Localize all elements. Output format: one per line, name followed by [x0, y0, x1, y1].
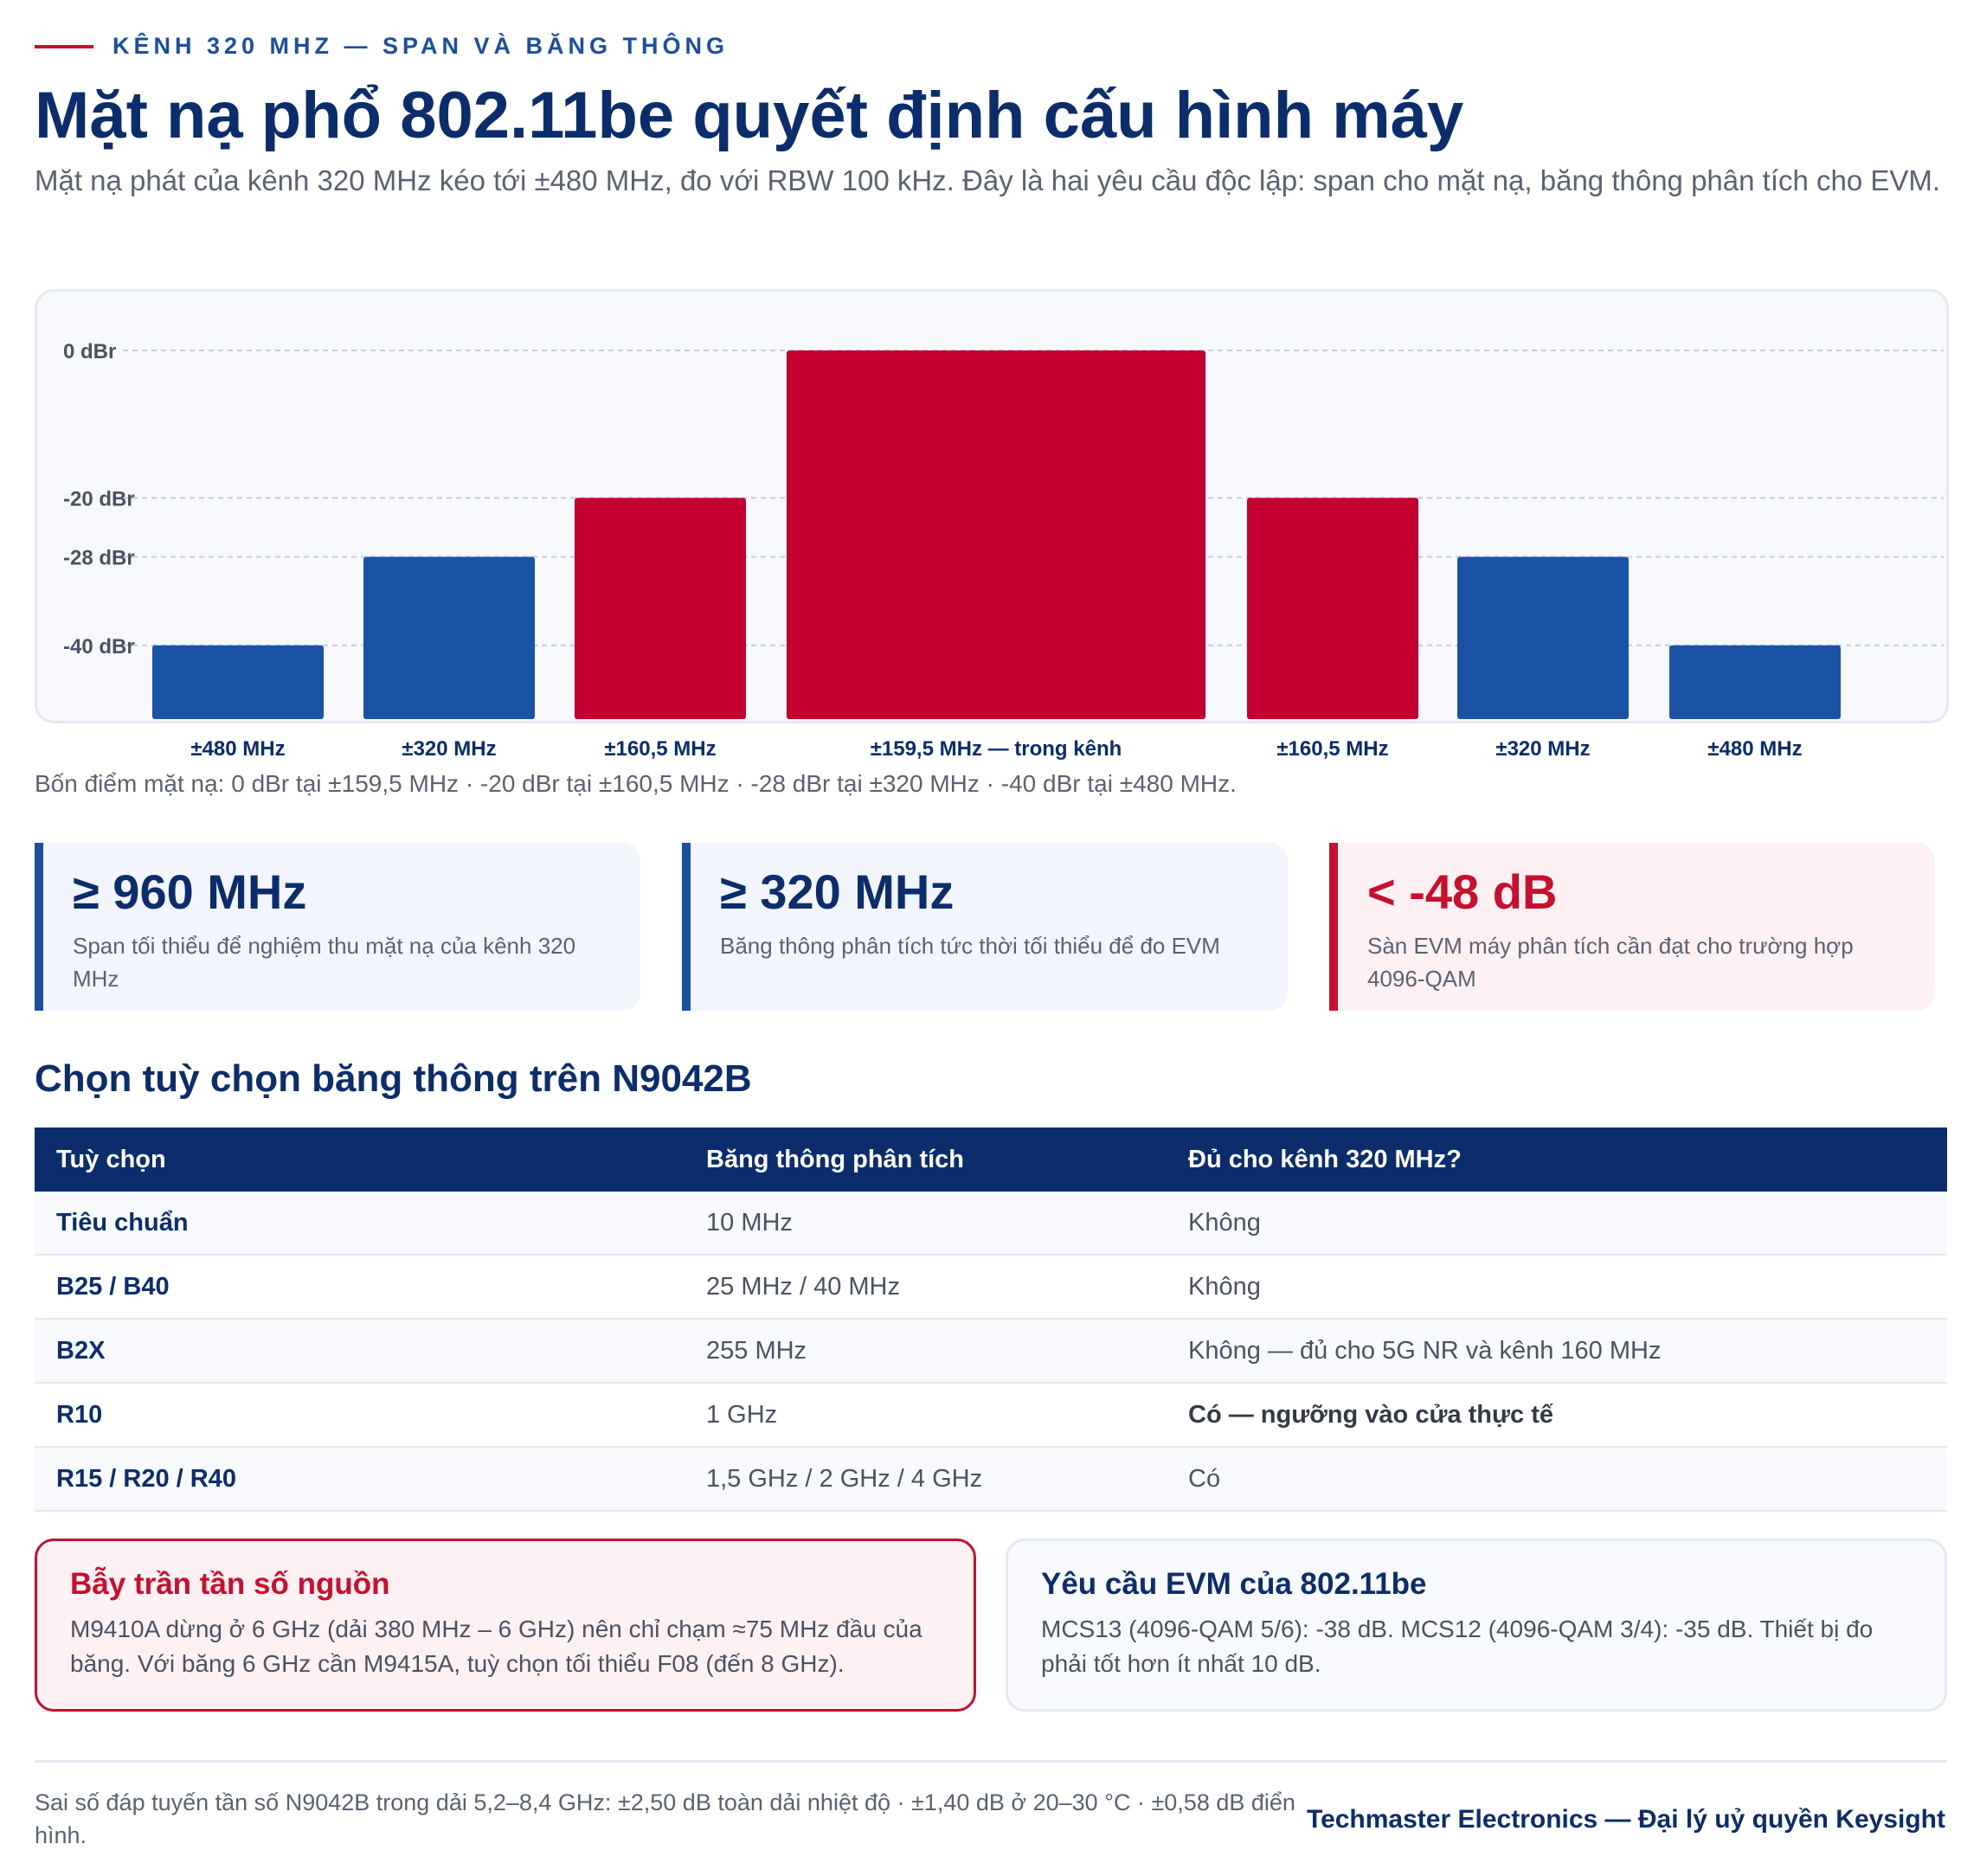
- x-tick-label: ±480 MHz: [190, 737, 285, 761]
- eyebrow: KÊNH 320 MHZ — SPAN VÀ BĂNG THÔNG: [35, 33, 729, 60]
- info-card-title: Yêu cầu EVM của 802.11be: [1041, 1567, 1427, 1601]
- sufficient-cell: Không — đủ cho 5G NR và kênh 160 MHz: [1167, 1319, 1947, 1384]
- option-cell: B25 / B40: [35, 1255, 685, 1320]
- options-heading: Chọn tuỳ chọn băng thông trên N9042B: [35, 1057, 752, 1100]
- stat-description: Sàn EVM máy phân tích cần đạt cho trường…: [1367, 933, 1854, 992]
- stat-card-span: ≥ 960 MHz Span tối thiểu để nghiệm thu m…: [35, 843, 640, 1011]
- stat-description: Span tối thiểu để nghiệm thu mặt nạ của …: [73, 933, 576, 992]
- option-cell: R10: [35, 1383, 685, 1448]
- column-header-option: Tuỳ chọn: [35, 1128, 685, 1192]
- chart-caption: Bốn điểm mặt nạ: 0 dBr tại ±159,5 MHz · …: [35, 770, 1237, 797]
- page-title: Mặt nạ phổ 802.11be quyết định cấu hình …: [35, 79, 1464, 152]
- lead-text: Mặt nạ phát của kênh 320 MHz kéo tới ±48…: [35, 164, 1941, 196]
- x-tick-label: ±320 MHz: [402, 737, 496, 761]
- stat-description: Băng thông phân tích tức thời tối thiểu …: [720, 933, 1220, 959]
- sufficient-cell: Không: [1167, 1192, 1947, 1256]
- x-tick-label: ±320 MHz: [1495, 737, 1590, 761]
- bandwidth-cell: 10 MHz: [685, 1192, 1167, 1256]
- stat-value: ≥ 320 MHz: [720, 864, 955, 919]
- stat-card-bandwidth: ≥ 320 MHz Băng thông phân tích tức thời …: [682, 843, 1288, 1011]
- column-header-bandwidth: Băng thông phân tích: [685, 1128, 1167, 1192]
- chart-panel: [35, 289, 1949, 723]
- sufficient-cell: Có — ngưỡng vào cửa thực tế: [1167, 1383, 1947, 1448]
- source-frequency-warning-card: Bẫy trần tần số nguồn M9410A dừng ở 6 GH…: [35, 1539, 976, 1712]
- column-header-sufficient: Đủ cho kênh 320 MHz?: [1167, 1128, 1947, 1192]
- x-tick-label: ±160,5 MHz: [604, 737, 716, 761]
- stat-card-evm-floor: < -48 dB Sàn EVM máy phân tích cần đạt c…: [1329, 843, 1935, 1011]
- footer-brand: Techmaster Electronics — Đại lý uỷ quyền…: [1306, 1805, 1945, 1834]
- table-row: R10 1 GHz Có — ngưỡng vào cửa thực tế: [35, 1383, 1947, 1448]
- evm-requirement-card: Yêu cầu EVM của 802.11be MCS13 (4096-QAM…: [1006, 1539, 1947, 1712]
- table-row: B2X 255 MHz Không — đủ cho 5G NR và kênh…: [35, 1319, 1947, 1384]
- stat-value: < -48 dB: [1367, 864, 1558, 919]
- sufficient-cell: Không: [1167, 1255, 1947, 1320]
- bandwidth-cell: 1,5 GHz / 2 GHz / 4 GHz: [685, 1447, 1167, 1512]
- bandwidth-cell: 25 MHz / 40 MHz: [685, 1255, 1167, 1320]
- x-tick-label: ±160,5 MHz: [1276, 737, 1388, 761]
- options-table: Tuỳ chọn Băng thông phân tích Đủ cho kên…: [35, 1128, 1947, 1512]
- bandwidth-cell: 1 GHz: [685, 1383, 1167, 1448]
- info-card-body: MCS13 (4096-QAM 5/6): -38 dB. MCS12 (409…: [1041, 1616, 1874, 1677]
- option-cell: R15 / R20 / R40: [35, 1447, 685, 1512]
- table-row: R15 / R20 / R40 1,5 GHz / 2 GHz / 4 GHz …: [35, 1447, 1947, 1512]
- x-tick-label: ±159,5 MHz — trong kênh: [871, 737, 1122, 761]
- table-row: B25 / B40 25 MHz / 40 MHz Không: [35, 1255, 1947, 1320]
- table-header-row: Tuỳ chọn Băng thông phân tích Đủ cho kên…: [35, 1128, 1947, 1192]
- option-cell: B2X: [35, 1319, 685, 1384]
- eyebrow-accent-bar: [35, 44, 93, 48]
- stat-value: ≥ 960 MHz: [73, 864, 307, 919]
- footer-note: Sai số đáp tuyến tần số N9042B trong dải…: [35, 1789, 1295, 1848]
- warning-card-body: M9410A dừng ở 6 GHz (dải 380 MHz – 6 GHz…: [70, 1616, 922, 1677]
- x-tick-label: ±480 MHz: [1707, 737, 1802, 761]
- bandwidth-cell: 255 MHz: [685, 1319, 1167, 1384]
- eyebrow-text: KÊNH 320 MHZ — SPAN VÀ BĂNG THÔNG: [112, 33, 730, 59]
- table-row: Tiêu chuẩn 10 MHz Không: [35, 1192, 1947, 1256]
- footer-divider: [35, 1760, 1947, 1763]
- warning-card-title: Bẫy trần tần số nguồn: [70, 1567, 390, 1601]
- sufficient-cell: Có: [1167, 1447, 1947, 1512]
- option-cell: Tiêu chuẩn: [35, 1192, 685, 1256]
